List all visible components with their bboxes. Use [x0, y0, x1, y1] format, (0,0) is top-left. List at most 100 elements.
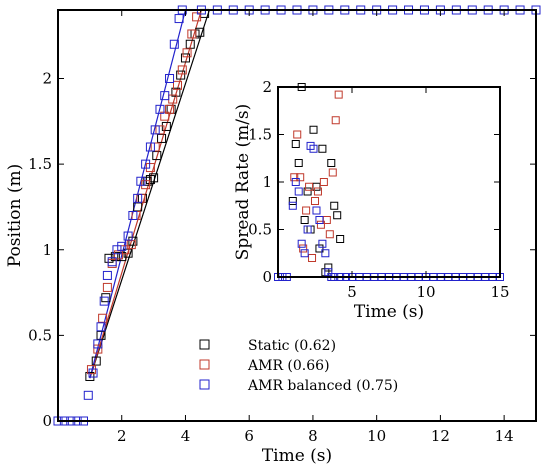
data-point-series-1 — [155, 125, 165, 135]
data-point-series-2 — [112, 245, 122, 255]
x-tick-label: 8 — [308, 427, 318, 445]
data-point-series-2 — [324, 268, 333, 277]
data-point-series-2 — [155, 104, 165, 114]
data-point-series-0 — [104, 253, 114, 263]
x-tick-label: 4 — [181, 427, 191, 445]
y-tick-label: 0.5 — [28, 326, 52, 344]
y-axis-label: Position (m) — [5, 164, 25, 267]
x-tick-label: 14 — [495, 427, 514, 445]
data-point-series-1 — [114, 250, 124, 260]
data-point-series-0 — [303, 187, 312, 196]
data-point-series-0 — [333, 211, 342, 220]
data-point-series-1 — [331, 116, 340, 125]
data-point-series-1 — [173, 80, 182, 90]
data-point-series-2 — [160, 91, 170, 101]
data-point-series-2 — [309, 144, 318, 153]
data-point-series-0 — [101, 293, 111, 303]
legend: Static (0.62) AMR (0.66) AMR balanced (0.7… — [199, 338, 398, 394]
data-point-series-0 — [288, 197, 297, 205]
x-tick-label: 15 — [490, 283, 509, 301]
data-point-series-0 — [300, 216, 309, 224]
data-point-series-1 — [187, 29, 197, 39]
data-point-series-2 — [128, 211, 138, 220]
data-point-series-2 — [102, 270, 112, 280]
data-point-series-1 — [98, 313, 108, 323]
data-point-series-0 — [149, 173, 159, 183]
data-point-series-2 — [133, 193, 143, 203]
legend-marker — [199, 379, 210, 390]
data-point-series-0 — [176, 70, 186, 80]
data-point-series-0 — [336, 235, 345, 243]
data-point-series-2 — [288, 201, 297, 210]
data-point-series-0 — [291, 140, 300, 148]
data-point-series-1 — [325, 230, 334, 239]
data-point-series-0 — [110, 252, 120, 262]
fit-line-series-0 — [89, 9, 210, 379]
data-point-series-2 — [141, 159, 151, 169]
data-point-series-2 — [93, 339, 103, 349]
data-point-series-2 — [174, 14, 184, 24]
data-point-series-1 — [311, 197, 319, 205]
data-point-series-2 — [312, 206, 321, 215]
y-tick-label: 0.5 — [248, 221, 272, 239]
x-tick-label: 2 — [117, 427, 127, 445]
data-point-series-1 — [126, 240, 136, 250]
x-tick-label: 6 — [244, 427, 254, 445]
data-point-series-0 — [157, 133, 167, 143]
data-point-series-1 — [313, 187, 322, 196]
data-point-series-2 — [136, 176, 146, 186]
y-tick-label: 1 — [262, 173, 272, 191]
x-tick-label: 5 — [347, 283, 357, 301]
data-point-series-1 — [302, 206, 311, 215]
x-tick-label: 10 — [367, 427, 386, 445]
data-point-series-1 — [145, 163, 155, 173]
data-point-series-2 — [297, 239, 306, 248]
data-point-series-2 — [150, 125, 160, 135]
data-point-series-1 — [150, 142, 160, 152]
legend-entry-label: Static (0.62) — [248, 338, 336, 354]
data-point-series-0 — [96, 330, 106, 340]
data-point-series-0 — [318, 144, 327, 153]
data-point-series-0 — [128, 236, 138, 246]
data-point-series-2 — [107, 257, 117, 267]
data-point-series-2 — [321, 249, 330, 258]
x-tick-label: 10 — [416, 283, 435, 301]
data-point-series-1 — [334, 90, 343, 99]
data-point-series-1 — [141, 180, 151, 190]
data-point-series-0 — [133, 202, 143, 212]
data-point-series-2 — [117, 241, 127, 251]
legend-entry-label: AMR (0.66) — [247, 358, 330, 374]
legend-marker — [199, 359, 210, 370]
data-point-series-0 — [324, 263, 333, 272]
x-tick-label: 12 — [431, 427, 450, 445]
plot-frame — [57, 9, 537, 422]
data-point-series-0 — [327, 159, 336, 167]
data-point-series-2 — [315, 216, 324, 224]
data-point-series-1 — [165, 104, 175, 114]
data-point-series-0 — [152, 151, 162, 161]
data-point-series-0 — [294, 159, 303, 167]
data-point-series-1 — [177, 65, 187, 75]
y-tick-label: 0 — [42, 412, 52, 430]
data-point-series-0 — [180, 53, 190, 63]
data-point-series-2 — [318, 239, 327, 248]
data-point-series-2 — [83, 390, 93, 400]
data-point-series-2 — [145, 142, 155, 152]
data-point-series-1 — [102, 282, 112, 292]
data-point-series-2 — [96, 322, 106, 332]
data-point-series-0 — [117, 252, 127, 262]
y-tick-label: 1.5 — [248, 126, 272, 144]
data-point-series-1 — [293, 130, 302, 139]
data-point-series-1 — [160, 111, 170, 121]
data-point-series-0 — [142, 176, 152, 186]
data-point-series-1 — [93, 344, 103, 354]
data-point-series-2 — [303, 225, 312, 234]
data-point-series-2 — [306, 141, 315, 150]
data-point-series-1 — [319, 178, 328, 186]
data-point-series-2 — [291, 178, 300, 186]
data-point-series-0 — [91, 356, 101, 366]
y-tick-label: 2 — [42, 70, 52, 88]
data-point-series-1 — [86, 365, 96, 375]
data-point-series-1 — [305, 182, 314, 191]
